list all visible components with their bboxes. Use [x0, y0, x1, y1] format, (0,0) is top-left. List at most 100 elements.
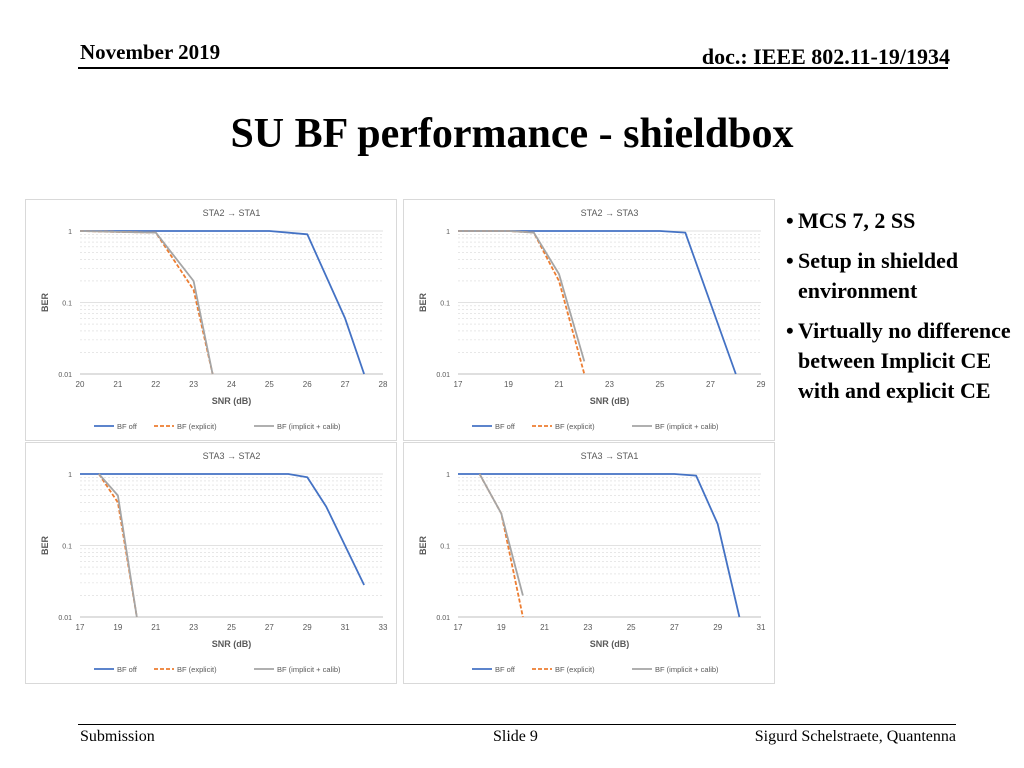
footer-submission: Submission [80, 728, 155, 745]
x-tick-label: 17 [454, 623, 463, 632]
bullet-text: Virtually no difference between Implicit… [798, 318, 1011, 403]
x-tick-label: 21 [555, 380, 564, 389]
x-tick-label: 21 [113, 380, 122, 389]
x-tick-label: 26 [303, 380, 312, 389]
series-line-bf-off [458, 473, 741, 618]
legend-label: BF off [495, 422, 516, 431]
y-tick-label: 1 [68, 472, 72, 479]
y-tick-label: 0.01 [58, 372, 72, 379]
y-axis-label: BER [40, 293, 50, 313]
x-tick-label: 23 [189, 623, 198, 632]
header-doc-id: doc.: IEEE 802.11-19/1934 [701, 44, 950, 69]
x-tick-label: 22 [151, 380, 160, 389]
y-tick-label: 0.1 [62, 301, 72, 308]
chart-panel-1: STA2 → STA1 1 0.1 0.01 20 21 22 23 24 25 26 27 28 SNR… [25, 199, 397, 441]
x-tick-label: 28 [379, 380, 388, 389]
legend-label: BF (explicit) [555, 665, 595, 674]
series-line-bf-implicit-calib [98, 473, 138, 618]
bullet-item: • MCS 7, 2 SS [786, 206, 1018, 236]
chart-panel-2: STA2 → STA3 1 0.1 0.01 17 19 21 23 25 27 29 SNR (dB… [403, 199, 775, 441]
bullet-dot: • [786, 248, 794, 273]
bullet-text: MCS 7, 2 SS [798, 208, 916, 233]
series-line-bf-implicit-calib [79, 230, 214, 375]
chart-sta3-sta2: STA3 → STA2 1 0.1 0.01 17 19 21 23 25 27 29 31 33 SNR… [40, 451, 388, 674]
y-axis-label: BER [40, 536, 50, 556]
x-tick-label: 21 [151, 623, 160, 632]
slide-number: Slide 9 [493, 728, 538, 745]
x-tick-label: 23 [583, 623, 592, 632]
x-axis-label: SNR (dB) [590, 396, 630, 406]
x-tick-label: 25 [265, 380, 274, 389]
x-tick-label: 20 [76, 380, 85, 389]
x-axis-label: SNR (dB) [212, 396, 252, 406]
chart-title: STA2 → STA3 [581, 208, 639, 218]
x-tick-label: 27 [706, 380, 715, 389]
x-tick-label: 27 [341, 380, 350, 389]
chart-title: STA3 → STA2 [203, 451, 261, 461]
bullet-list: • MCS 7, 2 SS • Setup in shielded environm… [786, 206, 1018, 416]
y-tick-label: 0.1 [62, 544, 72, 551]
legend-label: BF off [495, 665, 516, 674]
x-tick-label: 19 [504, 380, 513, 389]
x-axis-label: SNR (dB) [590, 639, 630, 649]
y-tick-label: 0.01 [436, 615, 450, 622]
bullet-dot: • [786, 208, 794, 233]
chart-title: STA2 → STA1 [203, 208, 261, 218]
legend-label: BF (explicit) [177, 665, 217, 674]
x-tick-label: 27 [265, 623, 274, 632]
series-line-bf-implicit-calib [458, 230, 586, 362]
slide-title: SU BF performance - shieldbox [230, 111, 794, 157]
x-tick-label: 31 [757, 623, 766, 632]
chart-panel-3: STA3 → STA2 1 0.1 0.01 17 19 21 23 25 27 29 31 33 SNR… [25, 442, 397, 684]
legend-label: BF (explicit) [555, 422, 595, 431]
chart-sta2-sta3: STA2 → STA3 1 0.1 0.01 17 19 21 23 25 27 29 SNR (dB… [418, 208, 766, 431]
x-tick-label: 17 [76, 623, 85, 632]
legend-label: BF (implicit + calib) [277, 422, 341, 431]
series-line-bf-implicit-calib [478, 473, 524, 596]
x-tick-label: 27 [670, 623, 679, 632]
chart-panel-4: STA3 → STA1 1 0.1 0.01 17 19 21 23 25 27 29 31 SNR (… [403, 442, 775, 684]
x-tick-label: 25 [227, 623, 236, 632]
x-tick-label: 21 [540, 623, 549, 632]
bullet-item: • Setup in shielded environment [786, 246, 1018, 306]
series-line-bf-off [80, 230, 365, 375]
bullet-dot: • [786, 318, 794, 343]
legend-label: BF (explicit) [177, 422, 217, 431]
y-axis-label: BER [418, 536, 428, 556]
x-tick-label: 17 [454, 380, 463, 389]
y-tick-label: 0.1 [440, 301, 450, 308]
header-date: November 2019 [80, 40, 221, 64]
chart-title: STA3 → STA1 [581, 451, 639, 461]
footer-author: Sigurd Schelstraete, Quantenna [754, 728, 956, 745]
legend-label: BF off [117, 665, 138, 674]
header-divider [78, 67, 948, 69]
x-tick-label: 24 [227, 380, 236, 389]
x-tick-label: 23 [605, 380, 614, 389]
x-tick-label: 31 [341, 623, 350, 632]
legend-label: BF (implicit + calib) [655, 422, 719, 431]
x-tick-label: 29 [713, 623, 722, 632]
x-tick-label: 33 [379, 623, 388, 632]
chart-sta3-sta1: STA3 → STA1 1 0.1 0.01 17 19 21 23 25 27 29 31 SNR (… [418, 451, 766, 674]
footer-divider [78, 724, 956, 725]
y-tick-label: 1 [446, 229, 450, 236]
x-tick-label: 25 [656, 380, 665, 389]
y-tick-label: 0.01 [58, 615, 72, 622]
x-tick-label: 19 [497, 623, 506, 632]
legend-label: BF (implicit + calib) [655, 665, 719, 674]
chart-sta2-sta1: STA2 → STA1 1 0.1 0.01 20 21 22 23 24 25 26 27 28 SNR… [40, 208, 388, 431]
legend-label: BF off [117, 422, 138, 431]
x-tick-label: 25 [627, 623, 636, 632]
y-tick-label: 0.01 [436, 372, 450, 379]
y-axis-label: BER [418, 293, 428, 313]
y-tick-label: 0.1 [440, 544, 450, 551]
x-tick-label: 19 [113, 623, 122, 632]
x-tick-label: 29 [757, 380, 766, 389]
x-axis-label: SNR (dB) [212, 639, 252, 649]
bullet-text: Setup in shielded environment [798, 248, 959, 303]
y-tick-label: 1 [68, 229, 72, 236]
series-line-bf-off [80, 473, 365, 586]
legend-label: BF (implicit + calib) [277, 665, 341, 674]
bullet-item: • Virtually no difference between Implici… [786, 316, 1018, 406]
x-tick-label: 29 [303, 623, 312, 632]
